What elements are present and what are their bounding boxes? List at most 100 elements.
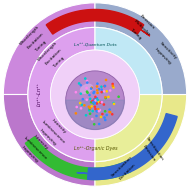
- Circle shape: [94, 97, 97, 100]
- Wedge shape: [95, 94, 187, 186]
- Circle shape: [90, 101, 93, 104]
- Circle shape: [94, 99, 97, 102]
- Ellipse shape: [80, 84, 93, 94]
- Circle shape: [85, 114, 87, 117]
- Circle shape: [79, 84, 82, 87]
- Circle shape: [109, 111, 112, 114]
- Circle shape: [91, 100, 94, 102]
- Text: Emission: Emission: [139, 14, 155, 31]
- Circle shape: [105, 79, 107, 81]
- Circle shape: [89, 108, 91, 110]
- Circle shape: [109, 89, 112, 92]
- Circle shape: [98, 123, 101, 125]
- Circle shape: [101, 101, 103, 103]
- Circle shape: [100, 85, 103, 88]
- Circle shape: [85, 87, 88, 89]
- Circle shape: [96, 97, 98, 99]
- Circle shape: [97, 108, 100, 111]
- Text: Tuning: Tuning: [52, 56, 65, 69]
- Circle shape: [117, 95, 120, 98]
- Circle shape: [90, 86, 93, 89]
- Circle shape: [89, 107, 91, 109]
- Circle shape: [111, 83, 114, 85]
- Circle shape: [112, 86, 115, 89]
- Circle shape: [93, 123, 96, 125]
- Circle shape: [91, 110, 94, 112]
- Polygon shape: [66, 100, 124, 129]
- Polygon shape: [77, 173, 99, 175]
- Circle shape: [92, 101, 95, 103]
- Circle shape: [51, 50, 139, 139]
- Text: Excitation: Excitation: [44, 48, 62, 66]
- Polygon shape: [25, 137, 131, 180]
- Circle shape: [93, 99, 96, 101]
- Circle shape: [80, 107, 82, 110]
- Text: Multicolor: Multicolor: [133, 19, 151, 37]
- Circle shape: [94, 101, 97, 104]
- Circle shape: [111, 113, 114, 116]
- Circle shape: [86, 90, 88, 93]
- Circle shape: [93, 101, 96, 104]
- Circle shape: [84, 77, 87, 80]
- Circle shape: [112, 102, 115, 104]
- Circle shape: [66, 71, 124, 129]
- Circle shape: [101, 91, 104, 93]
- Text: Wavelength: Wavelength: [19, 24, 40, 46]
- Circle shape: [113, 103, 115, 105]
- Circle shape: [94, 99, 96, 101]
- Circle shape: [105, 90, 108, 93]
- Circle shape: [93, 98, 95, 101]
- Polygon shape: [88, 114, 177, 180]
- Circle shape: [94, 98, 97, 101]
- Circle shape: [100, 116, 102, 118]
- Circle shape: [90, 87, 93, 90]
- Circle shape: [105, 114, 108, 116]
- Circle shape: [93, 102, 96, 105]
- Circle shape: [74, 91, 77, 94]
- Circle shape: [88, 109, 91, 112]
- Circle shape: [88, 94, 91, 96]
- Circle shape: [89, 112, 91, 115]
- Circle shape: [86, 80, 88, 82]
- Circle shape: [103, 103, 105, 106]
- Circle shape: [78, 82, 80, 85]
- Circle shape: [103, 90, 105, 93]
- Text: Sensitization: Sensitization: [145, 136, 165, 162]
- Circle shape: [89, 98, 91, 100]
- Circle shape: [96, 102, 98, 105]
- Text: Emission: Emission: [141, 145, 156, 163]
- Circle shape: [88, 105, 90, 108]
- Circle shape: [79, 92, 82, 95]
- Polygon shape: [131, 23, 150, 36]
- Circle shape: [90, 105, 93, 108]
- Circle shape: [104, 96, 107, 98]
- Circle shape: [94, 96, 97, 98]
- Text: Excitation: Excitation: [119, 163, 137, 181]
- Text: Luminescence: Luminescence: [23, 136, 48, 161]
- Text: Intensity: Intensity: [51, 118, 67, 135]
- Text: Wavelength: Wavelength: [37, 40, 58, 62]
- Circle shape: [112, 84, 114, 87]
- Circle shape: [96, 110, 99, 113]
- Circle shape: [95, 96, 97, 98]
- Circle shape: [75, 106, 78, 108]
- Circle shape: [101, 113, 104, 115]
- Circle shape: [103, 116, 106, 119]
- Circle shape: [93, 105, 96, 108]
- Text: Improving: Improving: [38, 129, 57, 147]
- Circle shape: [104, 119, 107, 121]
- Circle shape: [107, 96, 110, 98]
- Text: Excitation: Excitation: [26, 32, 44, 50]
- Text: Ln³⁺-Organic Dyes: Ln³⁺-Organic Dyes: [74, 146, 117, 151]
- Circle shape: [92, 92, 95, 94]
- Circle shape: [104, 110, 106, 113]
- Circle shape: [100, 88, 103, 91]
- Circle shape: [103, 85, 106, 88]
- Circle shape: [104, 85, 106, 87]
- Circle shape: [104, 97, 107, 99]
- Circle shape: [94, 99, 97, 101]
- Text: Tuning: Tuning: [34, 40, 48, 53]
- Polygon shape: [46, 9, 144, 34]
- Circle shape: [97, 100, 100, 103]
- Wedge shape: [28, 27, 95, 162]
